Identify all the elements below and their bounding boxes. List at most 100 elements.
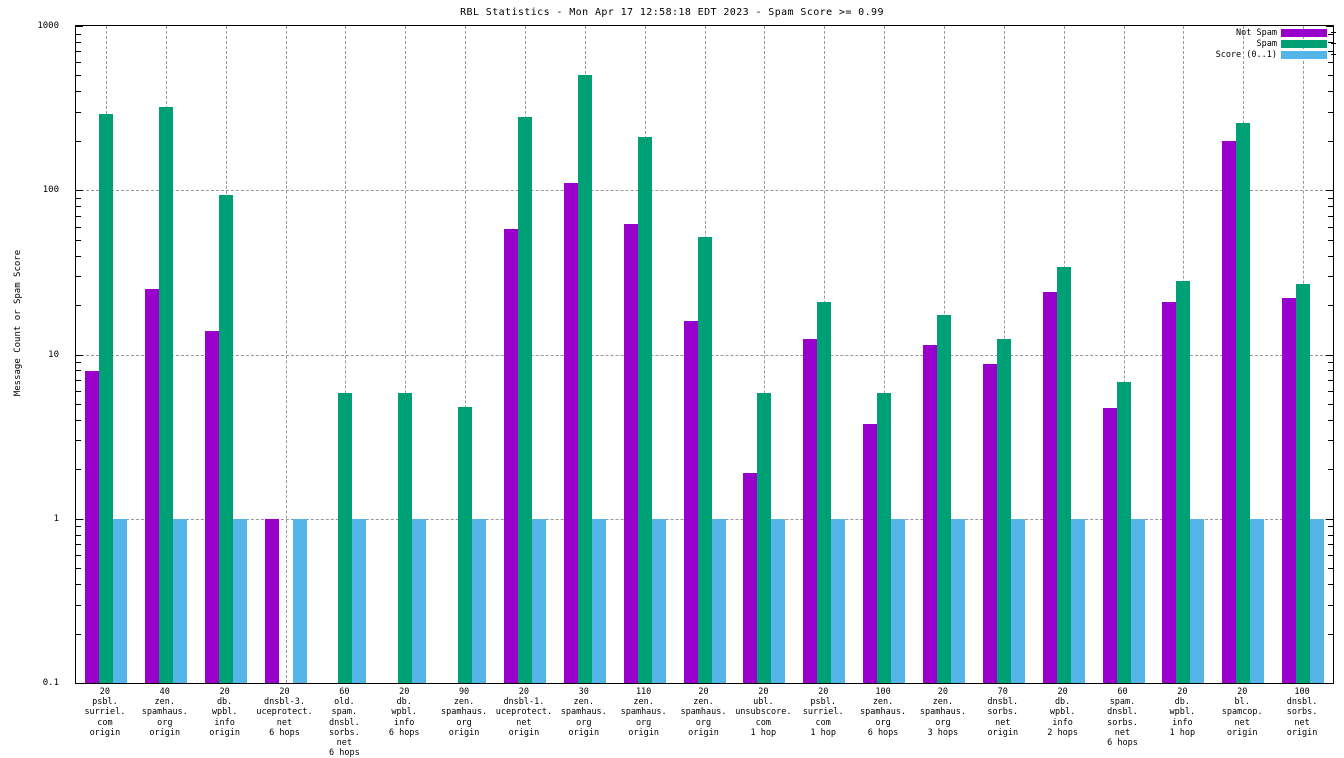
bar-score xyxy=(531,518,546,683)
gridline-x xyxy=(465,26,467,683)
bar-notspam xyxy=(84,371,99,683)
x-tick-label: 20 dnsbl-3. uceprotect. net 6 hops xyxy=(256,687,313,738)
bar-group xyxy=(204,26,247,683)
y-tick-minor xyxy=(76,33,81,35)
bar-notspam xyxy=(563,183,578,683)
y-tick-minor xyxy=(1328,51,1333,53)
y-tick-minor xyxy=(1328,206,1333,208)
bar-notspam xyxy=(982,363,997,683)
bar-notspam xyxy=(204,330,219,683)
bar-spam xyxy=(517,116,532,683)
x-tick-label: 20 zen. spamhaus. org origin xyxy=(680,687,727,738)
y-tick-minor xyxy=(1328,41,1333,43)
y-tick-minor xyxy=(76,91,81,93)
y-tick-minor xyxy=(76,239,81,241)
y-tick-minor xyxy=(76,41,81,43)
y-tick-label: 10 xyxy=(48,349,59,360)
bar-score xyxy=(1310,518,1325,683)
x-tick-label: 100 zen. spamhaus. org 6 hops xyxy=(860,687,907,738)
gridline-x xyxy=(764,26,766,683)
bar-group xyxy=(623,26,666,683)
bar-notspam xyxy=(623,224,638,683)
bar-spam xyxy=(98,114,113,683)
bar-score xyxy=(1250,518,1265,683)
bar-score xyxy=(831,518,846,683)
legend-label: Not Spam xyxy=(1236,27,1277,38)
y-tick-minor xyxy=(1328,255,1333,257)
x-tick-label: 110 zen. spamhaus. org origin xyxy=(620,687,667,738)
bar-notspam xyxy=(1042,292,1057,683)
y-tick-minor xyxy=(76,604,81,606)
y-tick-minor xyxy=(1328,526,1333,528)
chart-title: RBL Statistics - Mon Apr 17 12:58:18 EDT… xyxy=(460,7,884,18)
bar-score xyxy=(1190,518,1205,683)
bar-group xyxy=(264,26,307,683)
x-tick-label: 60 old. spam. dnsbl. sorbs. net 6 hops xyxy=(328,687,360,758)
y-tick-major xyxy=(76,683,83,684)
y-tick-minor xyxy=(76,370,81,372)
x-tick-label: 20 ubl. unsubscore. com 1 hop xyxy=(735,687,792,738)
y-tick-minor xyxy=(1328,633,1333,635)
bar-group xyxy=(982,26,1025,683)
bar-spam xyxy=(1296,283,1311,683)
y-tick-major xyxy=(76,190,83,192)
chart-legend: Not Spam Spam Score (0..1) xyxy=(1216,27,1336,60)
bar-group xyxy=(324,26,367,683)
bar-spam xyxy=(398,393,413,683)
bar-group xyxy=(922,26,965,683)
bar-spam xyxy=(877,393,892,683)
bar-group xyxy=(1222,26,1265,683)
y-tick-minor xyxy=(76,197,81,199)
legend-tick xyxy=(1331,32,1336,33)
bar-group xyxy=(563,26,606,683)
y-tick-label: 1000 xyxy=(37,21,59,31)
x-tick-label: 100 dnsbl. sorbs. net origin xyxy=(1286,687,1318,738)
y-tick-minor xyxy=(1328,215,1333,217)
y-tick-minor xyxy=(1328,140,1333,142)
legend-item: Not Spam xyxy=(1236,27,1336,38)
y-tick-minor xyxy=(1328,584,1333,586)
legend-tick xyxy=(1331,43,1336,44)
legend-swatch xyxy=(1281,28,1327,37)
y-tick-minor xyxy=(76,379,81,381)
y-tick-minor xyxy=(76,544,81,546)
y-tick-minor xyxy=(1328,390,1333,392)
y-tick-label: 0.1 xyxy=(42,678,59,688)
y-tick-major xyxy=(1326,190,1333,192)
x-axis-labels: 20 psbl. surriel. com origin 40 zen. spam… xyxy=(75,687,1334,758)
y-tick-minor xyxy=(1328,276,1333,278)
bar-notspam xyxy=(683,320,698,683)
y-tick-minor xyxy=(1328,544,1333,546)
bar-group xyxy=(683,26,726,683)
legend-tick xyxy=(1331,54,1336,55)
y-tick-minor xyxy=(1328,534,1333,536)
y-tick-minor xyxy=(76,403,81,405)
y-tick-minor xyxy=(1328,379,1333,381)
x-tick-label: 90 zen. spamhaus. org origin xyxy=(441,687,488,738)
bar-spam xyxy=(218,194,233,683)
bar-score xyxy=(352,518,367,683)
bar-notspam xyxy=(503,229,518,683)
bar-spam xyxy=(637,137,652,683)
legend-swatch xyxy=(1281,39,1327,48)
y-tick-minor xyxy=(76,419,81,421)
y-tick-minor xyxy=(76,255,81,257)
x-tick-label: 20 psbl. surriel. com 1 hop xyxy=(802,687,844,738)
bar-group xyxy=(1042,26,1085,683)
y-axis-label: Message Count or Spam Score xyxy=(13,249,23,397)
bar-group xyxy=(1162,26,1205,683)
x-tick-label: 30 zen. spamhaus. org origin xyxy=(560,687,607,738)
bar-notspam xyxy=(922,344,937,683)
y-tick-minor xyxy=(1328,568,1333,570)
bar-score xyxy=(771,518,786,683)
y-tick-minor xyxy=(76,440,81,442)
y-tick-minor xyxy=(1328,197,1333,199)
y-tick-major xyxy=(1326,26,1333,27)
bar-spam xyxy=(817,301,832,683)
bar-score xyxy=(1010,518,1025,683)
y-tick-minor xyxy=(76,111,81,113)
y-tick-minor xyxy=(76,51,81,53)
bar-score xyxy=(950,518,965,683)
y-tick-minor xyxy=(76,526,81,528)
legend-label: Spam xyxy=(1256,38,1277,49)
